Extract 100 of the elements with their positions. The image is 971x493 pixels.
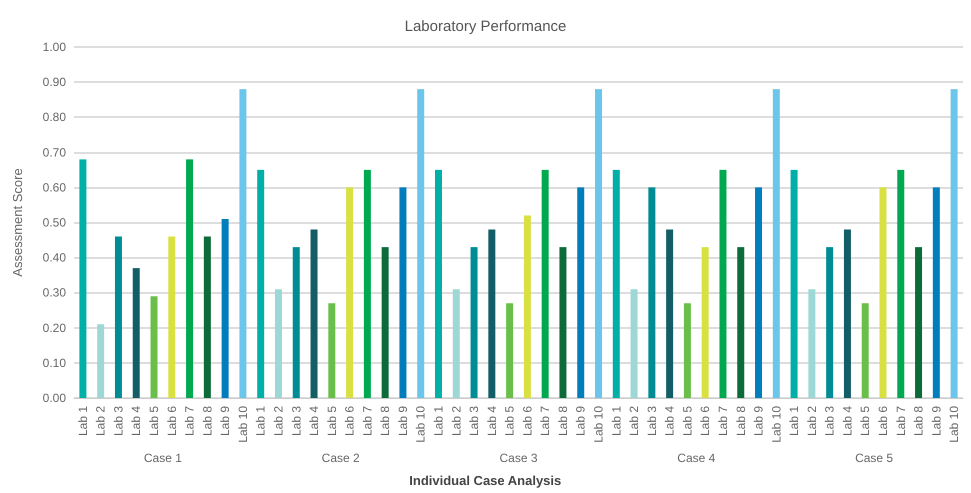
bar: [684, 303, 691, 398]
x-tick-label: Lab 1: [609, 406, 624, 436]
x-tick-label: Lab 2: [94, 406, 108, 436]
bar: [524, 215, 531, 398]
x-axis-title: Individual Case Analysis: [409, 473, 562, 488]
bar: [862, 303, 869, 398]
x-tick-label: Lab 10: [592, 406, 606, 443]
bar: [382, 247, 389, 398]
x-tick-label: Lab 7: [360, 406, 374, 436]
x-tick-label: Lab 7: [894, 406, 908, 436]
bar: [399, 187, 406, 398]
bar: [915, 247, 922, 398]
bar: [310, 230, 318, 398]
x-tick-label: Lab 8: [912, 406, 926, 436]
bar: [434, 170, 442, 398]
bar: [932, 187, 940, 398]
bar: [772, 89, 780, 398]
bar: [79, 159, 86, 398]
text: Case 5: [855, 451, 894, 465]
y-tick-label: 0.80: [42, 110, 66, 124]
bar: [826, 247, 834, 398]
bar: [879, 187, 886, 398]
bar: [666, 230, 674, 398]
x-tick-label: Lab 4: [129, 406, 144, 436]
x-tick-label: Lab 4: [484, 406, 499, 436]
y-tick-label: 0.30: [42, 286, 66, 300]
bar: [97, 324, 104, 398]
text: Case 2: [322, 451, 360, 465]
bar: [612, 170, 620, 398]
y-tick-label: 0.70: [42, 145, 66, 160]
x-tick-label: Lab 1: [787, 406, 802, 436]
x-tick-label: Lab 8: [200, 406, 214, 436]
bar: [648, 187, 656, 398]
x-tick-label: Lab 4: [840, 406, 854, 436]
x-tick-label: Lab 8: [734, 406, 748, 436]
x-tick-label: Lab 8: [378, 406, 392, 436]
x-tick-label: Lab 3: [111, 406, 126, 436]
bar: [417, 89, 424, 398]
chart-title: Laboratory Performance: [404, 18, 566, 35]
bar: [577, 187, 584, 398]
x-tick-label: Lab 2: [627, 406, 642, 436]
bar: [257, 170, 264, 398]
bar: [488, 230, 496, 398]
x-tick-label: Lab 6: [876, 406, 890, 436]
x-tick-label: Lab 4: [662, 406, 677, 436]
bar: [790, 170, 798, 398]
text: Case 4: [677, 451, 716, 465]
x-tick-label: Lab 9: [218, 406, 232, 436]
bar: [737, 247, 744, 398]
x-tick-label: Lab 9: [929, 406, 944, 436]
y-tick-label: 0.10: [42, 356, 66, 370]
bar: [364, 170, 371, 398]
x-tick-label: Lab 1: [431, 406, 446, 436]
bar: [844, 230, 851, 398]
x-tick-label: Lab 3: [467, 406, 482, 436]
x-tick-label: Lab 2: [449, 406, 464, 436]
x-tick-label: Lab 9: [396, 406, 410, 436]
bar: [452, 289, 460, 398]
bar: [222, 218, 229, 398]
bar: [150, 296, 158, 398]
y-tick-label: 0.20: [42, 320, 66, 335]
bar: [755, 187, 762, 398]
bar: [950, 89, 958, 398]
bar: [506, 303, 514, 398]
y-axis-title: Assessment Score: [10, 168, 25, 277]
x-tick-label: Lab 7: [538, 406, 552, 436]
bar: [239, 89, 246, 398]
y-tick-label: 1.00: [42, 40, 66, 54]
x-tick-label: Lab 5: [680, 406, 694, 436]
x-tick-label: Lab 4: [307, 406, 322, 436]
text: Case 3: [499, 451, 538, 465]
x-tick-label: Lab 3: [644, 406, 659, 436]
x-tick-label: Lab 7: [716, 406, 730, 436]
bar: [542, 170, 549, 398]
y-tick-label: 0.00: [42, 391, 66, 405]
bar: [186, 159, 194, 398]
y-tick-label: 0.60: [42, 180, 66, 194]
bar: [114, 236, 122, 398]
x-tick-label: Lab 5: [858, 406, 872, 436]
bar: [274, 289, 282, 398]
x-tick-label: Lab 6: [164, 406, 179, 436]
bar: [897, 170, 904, 398]
x-tick-label: Lab 5: [502, 406, 517, 436]
x-tick-label: Lab 8: [556, 406, 570, 436]
x-tick-label: Lab 2: [804, 406, 819, 436]
y-tick-label: 0.40: [42, 250, 66, 265]
x-tick-label: Lab 6: [342, 406, 357, 436]
x-tick-label: Lab 10: [414, 406, 428, 443]
y-tick-label: 0.50: [42, 216, 66, 230]
x-tick-label: Lab 5: [147, 406, 162, 436]
bar: [808, 289, 816, 398]
x-tick-label: Lab 10: [769, 406, 784, 443]
text: Case 1: [144, 451, 182, 465]
bar: [168, 236, 176, 398]
x-tick-label: Lab 3: [822, 406, 837, 436]
bar: [630, 289, 638, 398]
x-tick-label: Lab 1: [254, 406, 268, 436]
x-tick-label: Lab 9: [574, 406, 588, 436]
x-tick-label: Lab 7: [182, 406, 197, 436]
x-tick-label: Lab 10: [947, 406, 962, 443]
